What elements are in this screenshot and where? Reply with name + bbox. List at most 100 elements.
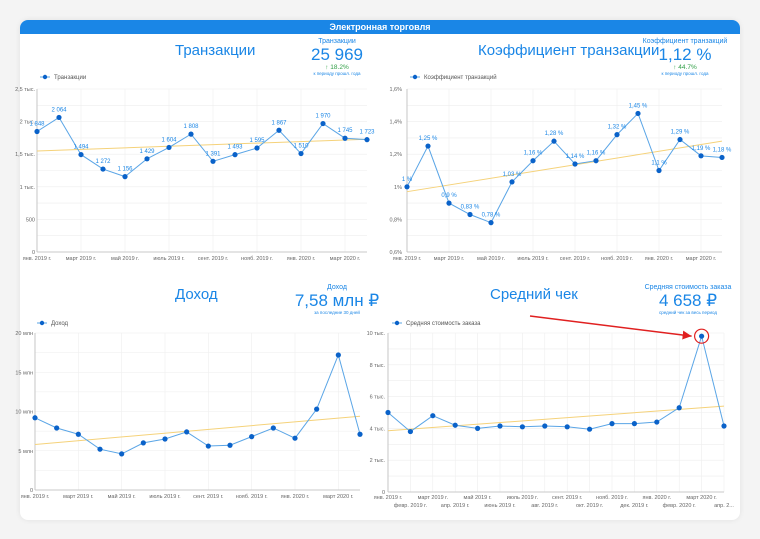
trend-line (406, 140, 723, 193)
trend-line (36, 138, 368, 152)
data-label: 1 429 (139, 149, 155, 155)
data-label: 1,16 % (524, 151, 543, 157)
y-tick-label: 0 (30, 488, 33, 494)
data-label: 1 510 (293, 144, 309, 150)
x-tick-label: март 2020 г. (330, 256, 361, 262)
data-point (78, 151, 84, 158)
data-point (122, 174, 128, 180)
legend-marker (42, 74, 48, 80)
dashboard-header: Электронная торговля (20, 20, 740, 34)
x-tick-label: май 2019 г. (464, 494, 493, 501)
kpi-value: 1,12 % (658, 45, 712, 64)
data-label: 1,32 % (608, 125, 627, 131)
data-point (119, 451, 125, 457)
data-point (572, 161, 578, 167)
x-tick-label: сент. 2019 г. (193, 494, 224, 500)
chart-2: 0 5 млн 10 млн 15 млн 20 млн янв. 2019 г. март… (15, 320, 363, 500)
dashboard-card: Электронная торговля Транзакции Транзакц… (20, 20, 740, 520)
y-tick-label: 0,6% (389, 250, 402, 256)
data-label: 0,9 % (441, 193, 457, 199)
data-label: 1,28 % (545, 131, 564, 137)
kpi-note: к периоду прошл. года (661, 71, 709, 76)
x-tick-label: март 2019 г. (418, 495, 449, 501)
data-label: 1 808 (183, 124, 199, 130)
data-point (97, 446, 103, 452)
trend-line (387, 405, 725, 432)
y-tick-label: 2 тыс. (370, 458, 386, 464)
x-tick-label: март 2020 г. (686, 256, 717, 262)
legend-marker (39, 320, 45, 326)
annotation-arrow (529, 315, 692, 340)
data-point (75, 431, 81, 437)
data-point (475, 425, 481, 431)
data-point (56, 114, 62, 121)
data-label: 1,03 % (503, 172, 522, 178)
y-tick-label: 10 млн (15, 410, 33, 416)
x-tick-label: апр. 2019 г. (441, 503, 470, 509)
data-point (593, 158, 599, 164)
data-label: 0,83 % (461, 205, 480, 211)
y-tick-label: 15 млн (15, 370, 33, 376)
y-tick-label: 4 тыс. (370, 426, 386, 432)
data-point (698, 153, 704, 159)
x-tick-label: авг. 2019 г. (531, 503, 558, 509)
x-tick-label: июль 2019 г. (149, 494, 181, 500)
data-point (519, 424, 526, 430)
x-tick-label: нояб. 2019 г. (241, 256, 273, 262)
x-tick-label: март 2019 г. (63, 494, 94, 500)
data-label: 1 % (402, 177, 413, 183)
x-tick-label: сент. 2019 г. (560, 256, 591, 262)
data-point (467, 211, 473, 218)
x-tick-label: нояб. 2019 г. (596, 495, 628, 501)
x-tick-label: сент. 2019 г. (198, 256, 229, 262)
y-tick-label: 0,8% (389, 217, 402, 223)
data-point (249, 434, 255, 440)
data-point (614, 132, 620, 138)
panel-title-transactions: Транзакции (175, 42, 256, 59)
x-tick-label: янв. 2019 г. (374, 495, 403, 501)
legend-label: Коэффициент транзакций (424, 74, 497, 81)
kpi-transactions: Транзакции 25 969 ↑ 18.2% к периоду прош… (292, 38, 382, 76)
data-label: 1,14 % (566, 154, 585, 160)
data-label: 1 493 (227, 145, 243, 151)
series-line (387, 334, 725, 433)
data-point (54, 425, 60, 431)
x-tick-label: нояб. 2019 г. (601, 256, 633, 262)
x-tick-label: янв. 2019 г. (23, 256, 52, 262)
data-point (497, 423, 503, 429)
legend-marker (412, 74, 418, 80)
data-point (205, 443, 211, 449)
data-label: 2 064 (51, 107, 67, 113)
kpi-label: Доход (327, 284, 347, 291)
legend-label: Транзакции (54, 75, 86, 81)
data-point (488, 220, 494, 226)
data-point (320, 120, 326, 127)
data-label: 1 970 (315, 114, 331, 120)
y-tick-label: 500 (26, 217, 35, 223)
data-point (719, 154, 725, 161)
x-tick-label: февр. 2019 г. (394, 503, 428, 509)
data-point (656, 167, 662, 174)
data-label: 1 595 (249, 138, 265, 144)
series-line (36, 116, 368, 178)
kpi-revenue: Доход 7,58 млн ₽ за последние 30 дней (282, 284, 392, 315)
data-label: 1 745 (337, 128, 353, 134)
y-tick-label: 2,5 тыс. (15, 87, 35, 93)
y-tick-label: 1% (394, 185, 402, 191)
data-label: 1 494 (73, 145, 89, 151)
data-label: 1,18 % (713, 147, 732, 153)
data-point (407, 428, 413, 435)
x-tick-label: сент. 2019 г. (552, 495, 583, 501)
x-tick-label: февр. 2020 г. (663, 503, 697, 509)
data-point (32, 415, 38, 421)
data-label: 1 272 (95, 159, 111, 165)
data-point (721, 423, 727, 429)
y-tick-label: 6 тыс. (370, 395, 386, 401)
x-tick-label: янв. 2020 г. (287, 256, 316, 262)
data-label: 0,78 % (482, 213, 501, 219)
y-tick-label: 1,4% (389, 120, 402, 126)
data-label: 1 867 (271, 120, 287, 126)
chart-1: 0,6% 0,8% 1% 1,2% 1,4% 1,6% янв. 2019 г. март 2… (389, 74, 732, 262)
data-point (564, 424, 570, 430)
